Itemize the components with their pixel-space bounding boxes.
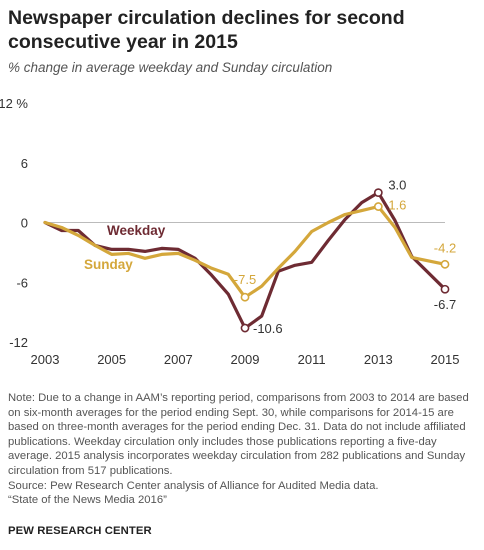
legend-label-weekday: Weekday — [107, 223, 166, 238]
series-line-weekday — [43, 190, 447, 330]
y-tick-label: 12 % — [0, 96, 28, 111]
data-point-weekday — [240, 323, 250, 333]
y-tick-label: 6 — [21, 156, 28, 171]
x-tick-label: 2009 — [231, 352, 260, 367]
source-title: “State of the News Media 2016” — [8, 494, 167, 507]
y-tick-label: 0 — [21, 216, 28, 231]
data-label-sunday: -7.5 — [234, 272, 256, 287]
x-tick-label: 2005 — [97, 352, 126, 367]
source-text: Source: Pew Research Center analysis of … — [8, 479, 379, 492]
chart-subtitle: % change in average weekday and Sunday c… — [8, 60, 333, 75]
x-tick-label: 2015 — [431, 352, 460, 367]
series-line-sunday — [43, 204, 447, 299]
x-tick-label: 2013 — [364, 352, 393, 367]
y-tick-label: -12 — [9, 335, 28, 350]
data-point-sunday — [373, 202, 383, 211]
x-tick-label: 2003 — [31, 352, 60, 367]
data-label-sunday: -4.2 — [434, 240, 456, 255]
chart-title: Newspaper circulation declines for secon… — [8, 7, 405, 53]
brand-logo-text: PEW RESEARCH CENTER — [8, 525, 152, 537]
legend-label-sunday: Sunday — [84, 257, 133, 272]
data-point-sunday — [240, 292, 250, 302]
data-point-sunday — [440, 259, 450, 269]
data-point-weekday — [440, 284, 450, 294]
data-label-weekday: -6.7 — [434, 297, 456, 312]
x-tick-label: 2007 — [164, 352, 193, 367]
data-label-weekday: 3.0 — [388, 178, 406, 193]
data-point-weekday — [373, 188, 383, 198]
data-label-weekday: -10.6 — [253, 321, 283, 336]
x-tick-label: 2011 — [298, 352, 326, 367]
chart-notes: Note: Due to a change in AAM’s reporting… — [8, 391, 470, 508]
note-text: Note: Due to a change in AAM’s reporting… — [8, 392, 469, 477]
y-tick-label: -6 — [16, 275, 28, 290]
data-label-sunday: 1.6 — [388, 198, 406, 213]
